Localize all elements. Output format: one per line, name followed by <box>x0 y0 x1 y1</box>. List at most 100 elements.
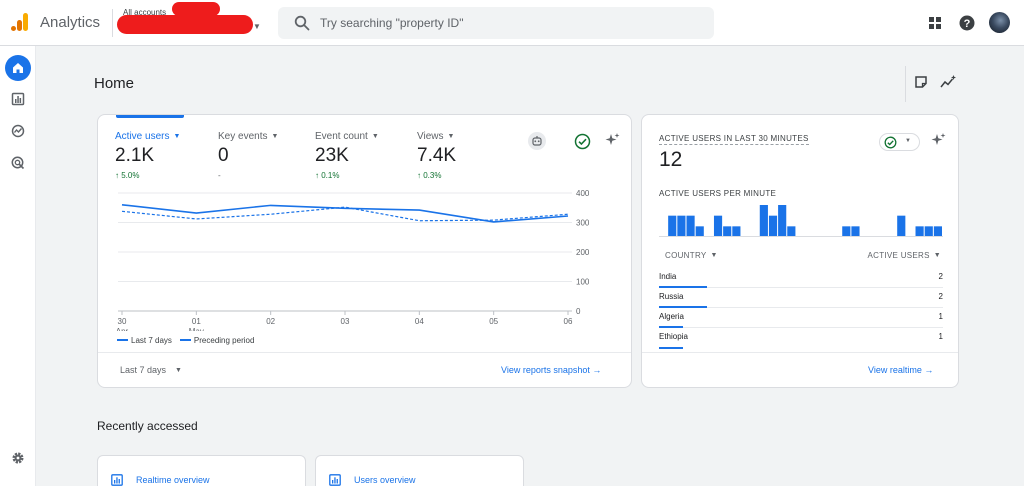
divider <box>905 66 906 102</box>
y-tick-label: 0 <box>576 307 581 316</box>
x-tick-label: 01 <box>192 317 201 326</box>
avatar[interactable] <box>989 12 1010 33</box>
per-minute-bar-chart <box>659 205 943 237</box>
metric-label: Active users <box>115 131 170 142</box>
svg-text:?: ? <box>964 18 971 30</box>
per-minute-bar <box>713 215 723 237</box>
note-icon[interactable] <box>914 75 928 89</box>
explore-icon <box>11 124 25 138</box>
date-range-selector[interactable]: Last 7 days ▼ <box>120 365 182 375</box>
advertising-icon <box>11 156 25 170</box>
chevron-down-icon: ▼ <box>905 138 911 144</box>
x-tick-month-label: May <box>189 327 204 331</box>
per-minute-bar <box>768 215 778 237</box>
view-reports-snapshot-link[interactable]: View reports snapshot → <box>501 365 601 375</box>
per-minute-bar <box>695 226 704 237</box>
rail-admin[interactable] <box>5 445 31 471</box>
report-icon <box>329 474 341 486</box>
row-share-bar <box>659 306 707 308</box>
chart-legend: Last 7 days Preceding period <box>117 336 256 345</box>
country-users: 2 <box>938 292 943 301</box>
chevron-down-icon[interactable]: ▼ <box>371 133 379 140</box>
country-column-header[interactable]: COUNTRY ▼ <box>665 251 718 260</box>
column-label: ACTIVE USERS <box>867 251 930 260</box>
per-minute-bar <box>778 205 787 237</box>
metric-value: 23K <box>315 145 349 166</box>
metric-tab-views[interactable]: Views ▼ 7.4K ↑ 0.3% <box>417 131 456 180</box>
recent-item-realtime-overview[interactable]: Realtime overview <box>97 455 306 486</box>
divider <box>112 9 113 37</box>
metric-tab-key-events[interactable]: Key events ▼ 0 - <box>218 131 278 180</box>
chevron-down-icon: ▼ <box>175 367 182 374</box>
chevron-down-icon[interactable]: ▼ <box>447 133 455 140</box>
sparkle-icon[interactable] <box>604 132 621 149</box>
country-name: Ethiopia <box>659 332 688 341</box>
view-realtime-link[interactable]: View realtime → <box>868 365 933 375</box>
table-row[interactable]: Ethiopia 1 <box>659 328 943 349</box>
ai-assistant-icon[interactable] <box>528 132 546 150</box>
per-minute-bar <box>686 215 695 237</box>
per-minute-bar <box>924 226 933 237</box>
accounts-label[interactable]: All accounts <box>123 8 167 17</box>
recent-item-label: Users overview <box>354 475 416 485</box>
country-users: 1 <box>938 332 943 341</box>
legend-current: Last 7 days <box>131 336 172 345</box>
metric-label: Event count <box>315 131 368 142</box>
per-minute-bar <box>933 226 942 237</box>
rail-reports[interactable] <box>5 86 31 112</box>
table-row[interactable]: Russia 2 <box>659 288 943 308</box>
row-share-bar <box>659 286 707 288</box>
redacted-breadcrumb <box>172 2 220 16</box>
search-bar[interactable] <box>278 7 714 39</box>
recent-item-label: Realtime overview <box>136 475 210 485</box>
row-share-bar <box>659 347 683 349</box>
rail-home[interactable] <box>5 55 31 81</box>
per-minute-bar <box>732 226 741 237</box>
legend-swatch-solid <box>117 339 128 341</box>
per-minute-bar <box>787 226 796 237</box>
top-bar: Analytics All accounts ▼ ? <box>0 0 1024 46</box>
metric-tab-event-count[interactable]: Event count ▼ 23K ↑ 0.1% <box>315 131 379 180</box>
analytics-logo-icon[interactable] <box>10 12 30 32</box>
active-users-column-header[interactable]: ACTIVE USERS ▼ <box>867 251 941 260</box>
chevron-down-icon[interactable]: ▼ <box>271 133 279 140</box>
series-line-preceding-period <box>121 206 569 222</box>
per-minute-bar <box>759 205 768 237</box>
left-nav-rail <box>0 46 36 486</box>
metric-tab-active-users[interactable]: Active users ▼ 2.1K ↑ 5.0% <box>115 131 180 180</box>
x-tick-label: 03 <box>341 317 350 326</box>
per-minute-bar <box>723 226 732 237</box>
chevron-down-icon[interactable]: ▼ <box>173 133 181 140</box>
realtime-title[interactable]: ACTIVE USERS IN LAST 30 MINUTES <box>659 134 809 145</box>
metric-value: 0 <box>218 145 229 166</box>
chevron-down-icon: ▼ <box>710 252 718 259</box>
check-circle-icon[interactable] <box>574 133 591 150</box>
realtime-card: ACTIVE USERS IN LAST 30 MINUTES 1 2 ▼ ACT… <box>641 114 959 388</box>
rail-advertising[interactable] <box>5 150 31 176</box>
account-picker-caret-icon[interactable]: ▼ <box>253 22 261 31</box>
x-tick-label: 30 <box>118 317 127 326</box>
metric-change: - <box>218 171 221 180</box>
country-users: 2 <box>938 272 943 281</box>
country-name: Russia <box>659 292 684 301</box>
recent-item-users-overview[interactable]: Users overview <box>315 455 524 486</box>
report-icon <box>111 474 123 486</box>
help-icon[interactable]: ? <box>958 14 976 32</box>
metric-change: ↑ 0.1% <box>315 171 340 180</box>
metric-label: Key events <box>218 131 268 142</box>
card-footer-divider <box>98 352 631 353</box>
arrow-right-icon: → <box>924 365 934 375</box>
metric-value: 7.4K <box>417 145 457 166</box>
sparkle-icon[interactable] <box>930 132 947 149</box>
data-quality-dropdown[interactable]: ▼ <box>879 133 920 151</box>
y-tick-label: 300 <box>576 219 590 228</box>
search-input[interactable] <box>320 7 700 39</box>
table-row[interactable]: Algeria 1 <box>659 308 943 328</box>
redacted-property-name[interactable] <box>117 15 253 34</box>
table-row[interactable]: India 2 <box>659 268 943 288</box>
per-minute-bar <box>851 226 860 237</box>
apps-grid-icon[interactable] <box>926 14 944 32</box>
insights-icon[interactable] <box>940 74 957 89</box>
rail-explore[interactable] <box>5 118 31 144</box>
y-tick-label: 100 <box>576 278 590 287</box>
